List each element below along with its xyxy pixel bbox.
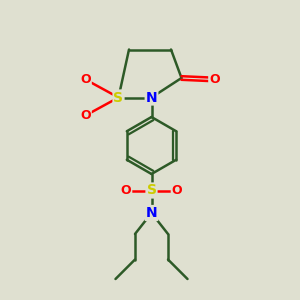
Text: O: O: [209, 73, 220, 86]
Text: O: O: [80, 73, 91, 86]
Text: S: S: [146, 184, 157, 197]
Text: N: N: [146, 91, 157, 104]
Text: O: O: [80, 109, 91, 122]
Text: N: N: [146, 206, 157, 220]
Text: O: O: [172, 184, 182, 197]
Text: O: O: [121, 184, 131, 197]
Text: S: S: [113, 91, 124, 104]
